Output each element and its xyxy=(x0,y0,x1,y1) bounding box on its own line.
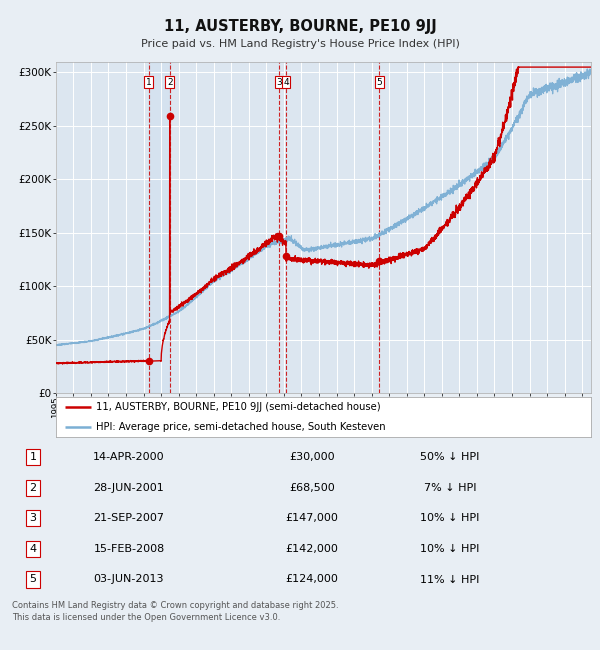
Text: 03-JUN-2013: 03-JUN-2013 xyxy=(94,575,164,584)
Text: 4: 4 xyxy=(283,77,289,86)
Text: 7% ↓ HPI: 7% ↓ HPI xyxy=(424,483,476,493)
Text: 11, AUSTERBY, BOURNE, PE10 9JJ: 11, AUSTERBY, BOURNE, PE10 9JJ xyxy=(164,18,436,34)
Text: Price paid vs. HM Land Registry's House Price Index (HPI): Price paid vs. HM Land Registry's House … xyxy=(140,38,460,49)
Text: 3: 3 xyxy=(29,514,37,523)
Text: 4: 4 xyxy=(29,544,37,554)
Text: £124,000: £124,000 xyxy=(286,575,338,584)
Text: 3: 3 xyxy=(276,77,282,86)
Text: 28-JUN-2001: 28-JUN-2001 xyxy=(94,483,164,493)
Text: 5: 5 xyxy=(376,77,382,86)
Text: 50% ↓ HPI: 50% ↓ HPI xyxy=(421,452,479,462)
Text: 11, AUSTERBY, BOURNE, PE10 9JJ (semi-detached house): 11, AUSTERBY, BOURNE, PE10 9JJ (semi-det… xyxy=(96,402,380,412)
Text: £147,000: £147,000 xyxy=(286,514,338,523)
Bar xyxy=(149,62,170,393)
Text: 2: 2 xyxy=(167,77,172,86)
Text: £30,000: £30,000 xyxy=(289,452,335,462)
Text: 11% ↓ HPI: 11% ↓ HPI xyxy=(421,575,479,584)
Text: 2: 2 xyxy=(29,483,37,493)
Text: 1: 1 xyxy=(29,452,37,462)
Text: Contains HM Land Registry data © Crown copyright and database right 2025.
This d: Contains HM Land Registry data © Crown c… xyxy=(12,601,338,622)
Text: 21-SEP-2007: 21-SEP-2007 xyxy=(94,514,164,523)
Text: 14-APR-2000: 14-APR-2000 xyxy=(93,452,165,462)
Text: 10% ↓ HPI: 10% ↓ HPI xyxy=(421,514,479,523)
Text: £142,000: £142,000 xyxy=(286,544,338,554)
Text: 15-FEB-2008: 15-FEB-2008 xyxy=(94,544,164,554)
Text: £68,500: £68,500 xyxy=(289,483,335,493)
Text: HPI: Average price, semi-detached house, South Kesteven: HPI: Average price, semi-detached house,… xyxy=(96,422,386,432)
Text: 5: 5 xyxy=(29,575,37,584)
Text: 1: 1 xyxy=(146,77,152,86)
Text: 10% ↓ HPI: 10% ↓ HPI xyxy=(421,544,479,554)
